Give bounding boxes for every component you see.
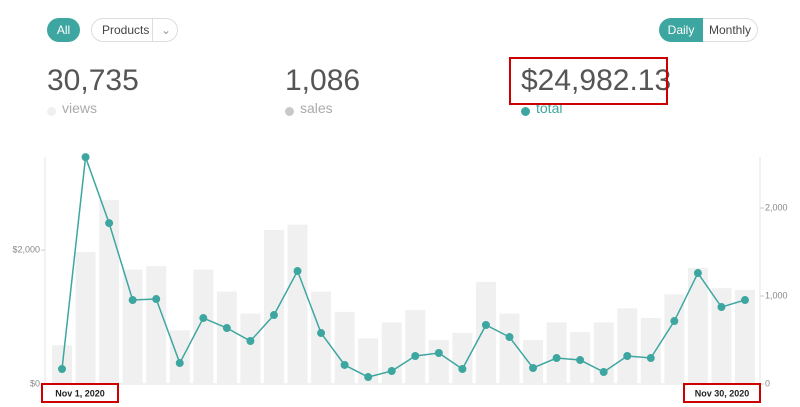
highlight-box: [41, 383, 119, 403]
point: [411, 352, 420, 361]
point: [529, 363, 538, 372]
bar: [475, 281, 496, 384]
bar: [311, 291, 332, 384]
point: [646, 354, 655, 363]
bar: [711, 288, 732, 384]
products-dropdown[interactable]: Products ⌄: [91, 18, 178, 42]
point: [128, 296, 137, 305]
point: [340, 360, 349, 369]
stat-value: 1,086: [285, 64, 361, 97]
y2-tick-label: 2,000: [765, 202, 788, 212]
point: [599, 368, 608, 377]
legend-dot: [47, 106, 56, 116]
bar: [287, 224, 308, 384]
stat: 30,735 views: [47, 64, 139, 116]
stat-label: views: [62, 100, 98, 116]
all-button[interactable]: All: [47, 18, 80, 42]
legend-dot: [285, 106, 294, 116]
bar: [499, 313, 520, 384]
dropdown-label: Products: [102, 23, 150, 37]
monthly-button[interactable]: Monthly: [703, 18, 758, 42]
bar: [263, 230, 284, 384]
point: [58, 365, 66, 374]
point: [741, 296, 749, 305]
point: [717, 303, 726, 312]
bar: [546, 322, 567, 384]
point: [222, 324, 231, 333]
point: [670, 317, 679, 326]
point: [693, 269, 702, 278]
point: [246, 337, 255, 346]
stat-value: $24,982.13: [521, 64, 672, 97]
point: [458, 365, 467, 374]
point: [152, 295, 161, 304]
bar: [334, 311, 355, 384]
bar: [640, 318, 661, 384]
x-tick-label: Nov 1, 2020: [55, 388, 105, 398]
bar: [75, 252, 96, 384]
bar: [735, 289, 755, 384]
bar: [452, 332, 473, 384]
stat-label: sales: [300, 100, 333, 116]
bar: [428, 340, 449, 384]
point: [364, 373, 373, 382]
y-tick-label: $0: [30, 378, 40, 388]
highlight-box: [683, 383, 761, 403]
point: [81, 153, 90, 162]
chevron: ⌄: [152, 19, 179, 41]
stat-legend: views: [47, 100, 139, 116]
y2-tick-label: 0: [765, 378, 770, 388]
bar: [358, 338, 379, 384]
point: [269, 311, 278, 320]
bar: [405, 310, 426, 384]
stat-legend: sales: [285, 100, 360, 116]
stat-value: 30,735: [47, 64, 139, 97]
point: [387, 367, 396, 376]
bar: [216, 291, 237, 384]
point: [105, 219, 114, 228]
stat: $24,982.13 total: [521, 64, 671, 116]
bar: [169, 330, 190, 384]
point: [623, 352, 632, 361]
bar: [664, 294, 685, 384]
point: [434, 348, 443, 357]
bar: [193, 269, 214, 384]
bar: [523, 340, 544, 384]
point: [199, 314, 208, 323]
stat: 1,086 sales: [285, 64, 360, 116]
daily-button[interactable]: Daily: [659, 18, 703, 42]
point: [175, 359, 184, 368]
highlight-box: [509, 57, 668, 105]
y2-tick-label: 1,000: [765, 290, 788, 300]
point: [317, 329, 326, 338]
bar: [687, 267, 708, 384]
y-tick-label: $2,000: [12, 244, 40, 254]
point: [576, 356, 585, 365]
bar: [617, 308, 638, 384]
point: [481, 321, 490, 330]
point: [552, 354, 561, 363]
legend-dot: [521, 106, 530, 116]
bar: [240, 313, 261, 384]
bar: [122, 269, 143, 384]
point: [505, 333, 514, 342]
bar: [146, 266, 167, 384]
x-tick-label: Nov 30, 2020: [695, 388, 750, 398]
bar: [99, 200, 120, 384]
point: [293, 267, 302, 276]
